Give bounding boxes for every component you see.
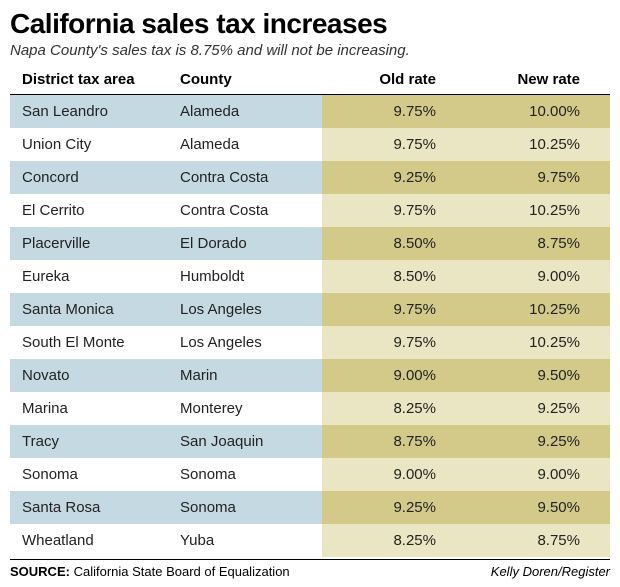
table-row: Santa RosaSonoma9.25%9.50% [10, 491, 610, 524]
header-district: District tax area [10, 65, 172, 95]
table-row: Santa MonicaLos Angeles9.75%10.25% [10, 293, 610, 326]
cell-county: Contra Costa [172, 194, 322, 227]
cell-new-rate: 9.00% [466, 260, 610, 293]
table-row: WheatlandYuba8.25%8.75% [10, 524, 610, 557]
cell-new-rate: 10.00% [466, 95, 610, 129]
cell-new-rate: 10.25% [466, 293, 610, 326]
table-row: South El MonteLos Angeles9.75%10.25% [10, 326, 610, 359]
cell-county: Contra Costa [172, 161, 322, 194]
table-row: PlacervilleEl Dorado8.50%8.75% [10, 227, 610, 260]
cell-district: Tracy [10, 425, 172, 458]
cell-county: Yuba [172, 524, 322, 557]
cell-district: Sonoma [10, 458, 172, 491]
tax-table: District tax area County Old rate New ra… [10, 65, 610, 557]
table-row: Union CityAlameda9.75%10.25% [10, 128, 610, 161]
cell-district: Santa Monica [10, 293, 172, 326]
cell-county: Alameda [172, 128, 322, 161]
cell-new-rate: 9.25% [466, 392, 610, 425]
chart-title: California sales tax increases [10, 8, 610, 40]
cell-county: Monterey [172, 392, 322, 425]
cell-district: South El Monte [10, 326, 172, 359]
cell-new-rate: 9.00% [466, 458, 610, 491]
cell-county: Marin [172, 359, 322, 392]
cell-old-rate: 8.25% [322, 392, 466, 425]
credit: Kelly Doren/Register [491, 564, 610, 579]
cell-district: Union City [10, 128, 172, 161]
cell-county: Sonoma [172, 458, 322, 491]
table-row: El CerritoContra Costa9.75%10.25% [10, 194, 610, 227]
cell-district: Santa Rosa [10, 491, 172, 524]
cell-new-rate: 10.25% [466, 326, 610, 359]
cell-old-rate: 9.00% [322, 458, 466, 491]
table-row: MarinaMonterey8.25%9.25% [10, 392, 610, 425]
source-text: California State Board of Equalization [74, 564, 290, 579]
table-header-row: District tax area County Old rate New ra… [10, 65, 610, 95]
footer: SOURCE: California State Board of Equali… [10, 559, 610, 579]
cell-new-rate: 9.25% [466, 425, 610, 458]
cell-old-rate: 9.75% [322, 128, 466, 161]
cell-old-rate: 9.25% [322, 491, 466, 524]
cell-new-rate: 8.75% [466, 227, 610, 260]
cell-county: Los Angeles [172, 293, 322, 326]
source-label: SOURCE: [10, 564, 70, 579]
cell-new-rate: 10.25% [466, 128, 610, 161]
header-county: County [172, 65, 322, 95]
cell-district: Novato [10, 359, 172, 392]
cell-district: Marina [10, 392, 172, 425]
cell-old-rate: 9.75% [322, 293, 466, 326]
cell-new-rate: 10.25% [466, 194, 610, 227]
cell-old-rate: 9.25% [322, 161, 466, 194]
cell-new-rate: 9.75% [466, 161, 610, 194]
source: SOURCE: California State Board of Equali… [10, 564, 290, 579]
header-new-rate: New rate [466, 65, 610, 95]
cell-county: Alameda [172, 95, 322, 129]
table-row: NovatoMarin9.00%9.50% [10, 359, 610, 392]
header-old-rate: Old rate [322, 65, 466, 95]
cell-old-rate: 8.25% [322, 524, 466, 557]
cell-new-rate: 9.50% [466, 491, 610, 524]
cell-old-rate: 8.50% [322, 260, 466, 293]
cell-county: San Joaquin [172, 425, 322, 458]
cell-county: Sonoma [172, 491, 322, 524]
cell-old-rate: 9.75% [322, 326, 466, 359]
cell-old-rate: 9.00% [322, 359, 466, 392]
cell-county: Humboldt [172, 260, 322, 293]
cell-new-rate: 9.50% [466, 359, 610, 392]
cell-old-rate: 8.50% [322, 227, 466, 260]
cell-district: Wheatland [10, 524, 172, 557]
cell-district: San Leandro [10, 95, 172, 129]
table-row: ConcordContra Costa9.25%9.75% [10, 161, 610, 194]
table-row: SonomaSonoma9.00%9.00% [10, 458, 610, 491]
table-row: TracySan Joaquin8.75%9.25% [10, 425, 610, 458]
cell-new-rate: 8.75% [466, 524, 610, 557]
cell-old-rate: 9.75% [322, 194, 466, 227]
chart-subtitle: Napa County's sales tax is 8.75% and wil… [10, 42, 610, 59]
cell-district: Concord [10, 161, 172, 194]
cell-district: El Cerrito [10, 194, 172, 227]
cell-old-rate: 8.75% [322, 425, 466, 458]
cell-district: Eureka [10, 260, 172, 293]
cell-old-rate: 9.75% [322, 95, 466, 129]
table-row: EurekaHumboldt8.50%9.00% [10, 260, 610, 293]
table-row: San LeandroAlameda9.75%10.00% [10, 95, 610, 129]
cell-county: Los Angeles [172, 326, 322, 359]
cell-county: El Dorado [172, 227, 322, 260]
cell-district: Placerville [10, 227, 172, 260]
